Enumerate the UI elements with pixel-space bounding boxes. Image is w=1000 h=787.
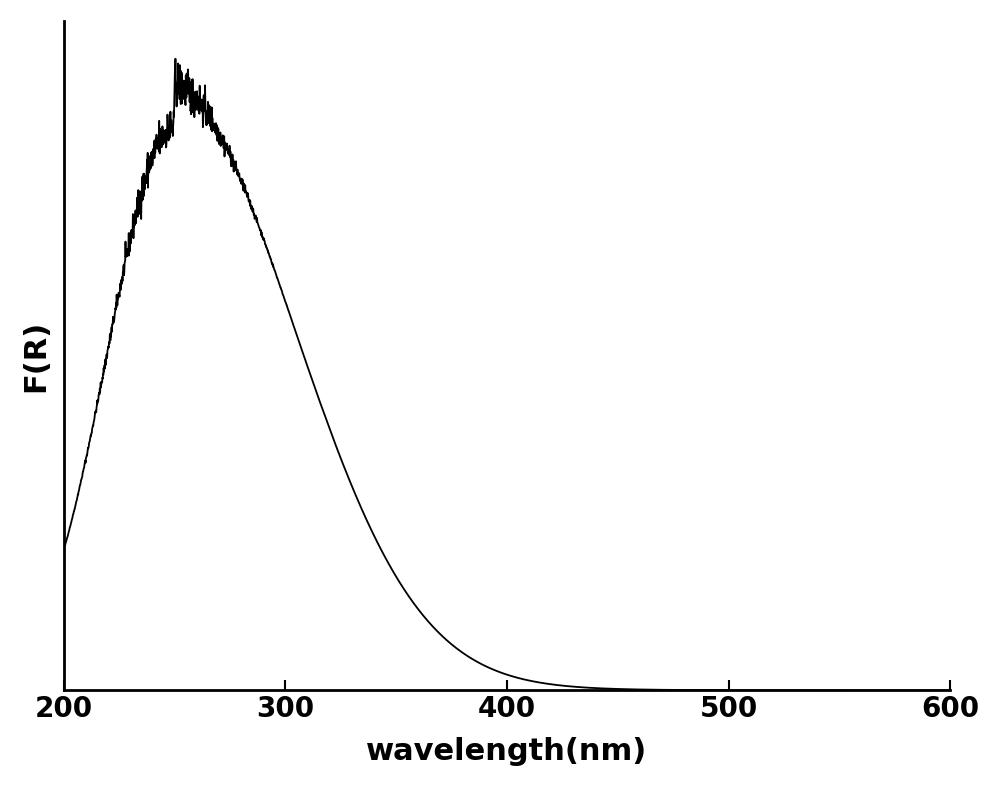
Y-axis label: F(R): F(R) (21, 320, 50, 392)
X-axis label: wavelength(nm): wavelength(nm) (366, 737, 648, 767)
